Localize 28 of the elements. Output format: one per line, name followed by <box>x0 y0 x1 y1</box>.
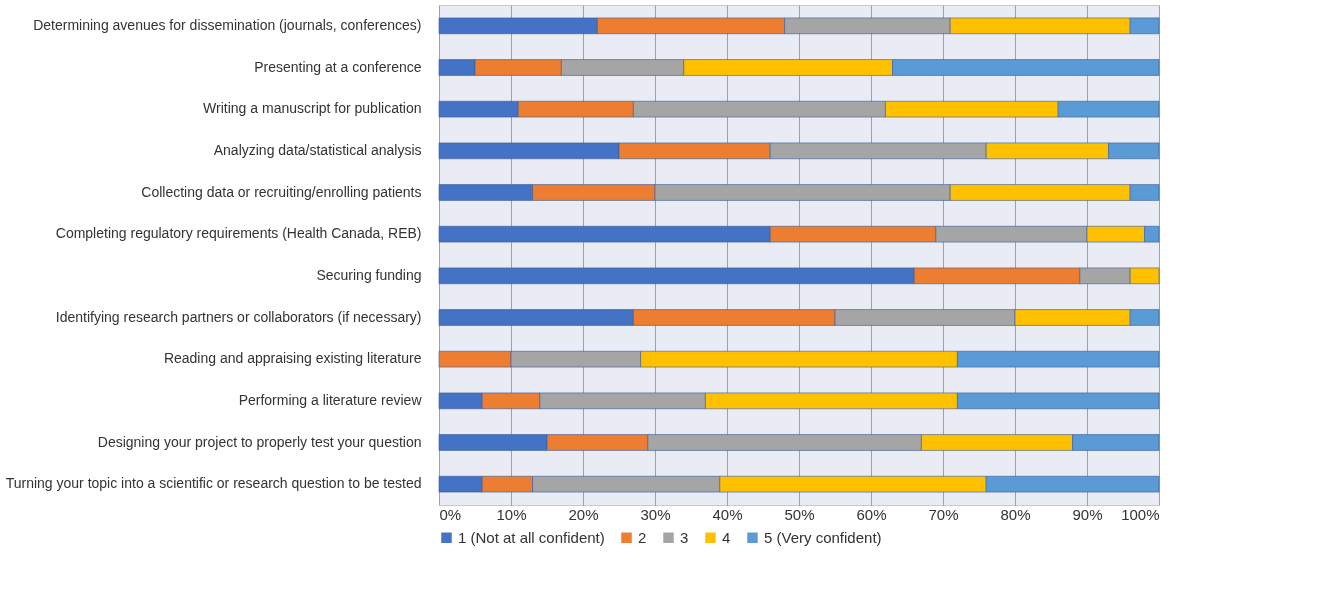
x-tick-label: 90% <box>1072 505 1103 523</box>
y-tick-label: Analyzing data/statistical analysis <box>213 141 422 158</box>
legend-label: 3 <box>680 528 689 546</box>
y-tick-label: Turning your topic into a scientific or research question to be tested <box>5 475 422 492</box>
x-tick-label: 10% <box>496 505 527 523</box>
y-tick-label: Securing funding <box>316 266 422 283</box>
x-tick-label: 50% <box>784 505 815 523</box>
y-tick-label: Performing a literature review <box>238 391 423 408</box>
x-tick-label: 40% <box>712 505 743 523</box>
legend-label: 2 <box>638 528 647 546</box>
y-tick-label: Presenting at a conference <box>254 58 422 75</box>
x-tick-label: 30% <box>640 505 671 523</box>
legend-label: 1 (Not at all confident) <box>458 528 605 546</box>
y-tick-label: Designing your project to properly test your question <box>97 433 422 450</box>
legend-label: 5 (Very confident) <box>764 528 882 546</box>
legend-label: 4 <box>722 528 731 546</box>
x-tick-label: 60% <box>856 505 887 523</box>
y-tick-label: Collecting data or recruiting/enrolling patients <box>141 183 422 200</box>
y-tick-label: Identifying research partners or collaborators (if necessary) <box>55 308 422 325</box>
y-tick-label: Writing a manuscript for publication <box>203 100 422 117</box>
x-tick-label: 80% <box>1000 505 1031 523</box>
x-tick-label: 20% <box>568 505 599 523</box>
x-tick-label: 70% <box>928 505 959 523</box>
y-tick-label: Completing regulatory requirements (Health Canada, REB) <box>55 225 422 242</box>
y-tick-label: Reading and appraising existing literature <box>163 350 422 367</box>
x-tick-label: 100% <box>1121 505 1160 523</box>
x-tick-label: 0% <box>439 505 462 523</box>
y-tick-label: Determining avenues for dissemination (journals, conferences) <box>33 16 422 33</box>
